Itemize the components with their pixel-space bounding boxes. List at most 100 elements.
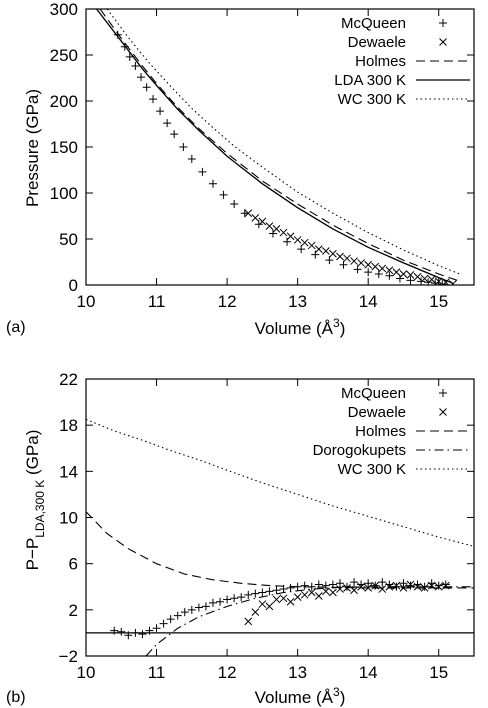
panel-a-x-axis-label: Volume (Å3) [255,316,346,338]
panel-a-mcqueen-point [268,229,277,238]
panel-a-x-tick-label: 14 [359,292,378,311]
panel-a-dewaele-point [406,271,415,279]
panel-a-dewaele-point [343,254,351,263]
panel-b-mcqueen-point [244,590,253,599]
panel-b-mcqueen-point [335,579,344,588]
panel-b-x-tick-label: 14 [359,663,378,682]
panel-a-dewaele-point [427,275,436,284]
panel-a-mcqueen-point [219,190,228,199]
panel-b-dewaele-point [251,608,260,616]
panel-a-y-tick-label: 150 [50,138,78,157]
panel-b-y-tick-label: 10 [59,509,78,528]
panel-b-mcqueen-point [194,603,203,612]
panel-b-y-tick-label: 22 [59,370,78,389]
panel-a-dewaele-point [385,266,394,275]
panel-a-mcqueen-point [179,143,188,151]
panel-b-mcqueen-point [201,602,210,611]
panel-b-mcqueen-point [159,619,168,628]
panel-a-mcqueen-point [131,62,140,71]
panel-b-dewaele-point [300,590,309,599]
panel-a-dewaele-point [392,268,401,276]
panel-b-mcqueen-point [230,594,239,603]
panel-a-x-tick-label: 12 [218,292,237,311]
panel-b-legend-label-holmes: Holmes [355,423,406,440]
panel-b-x-tick-label: 11 [148,663,166,682]
panel-a-y-tick-label: 200 [50,92,78,111]
panel-a-legend-symbol-dewaele [439,38,447,46]
panel-a-mcqueen-point [339,260,348,269]
panel-a-mcqueen-point [297,245,306,254]
panel-a-dewaele-point [314,245,323,253]
panel-a-label: (a) [6,319,26,336]
panel-b-mcqueen-point [180,608,189,617]
panel-b-legend: McQueen Dewaele Holmes Dorogokupets WC 300 K [313,385,470,478]
panel-b-dewaele-point [279,594,288,603]
panel-b-mcqueen-point [187,605,196,614]
panel-a-plot-area [96,9,461,285]
panel-b-legend-label-mcqueen: McQueen [341,385,406,402]
panel-a-mcqueen-point [353,265,362,274]
panel-b-x-tick-label: 12 [218,663,237,682]
panel-a-dewaele-point [336,252,344,261]
panel-a-mcqueen-point [187,154,196,163]
panel-a-dewaele-point [244,209,253,218]
panel-b-mcqueen-point [237,593,246,602]
panel-b-plot-frame [85,378,475,657]
panel-a-series-mcqueen [113,30,447,285]
panel-b-dewaele-point [420,584,429,592]
panel-b-dewaele-point [244,617,253,626]
panel-b-dewaele-point [378,585,387,593]
panel-a-dewaele-point [293,236,302,244]
panel-b-dewaele-point [293,593,302,601]
panel-a-mcqueen-point [230,200,239,209]
panel-a-mcqueen-point [125,52,134,61]
panel-a-plot-frame [85,8,475,286]
panel-b-mcqueen-point [258,588,267,597]
panel-a-legend-label-lda-300-k: LDA 300 K [334,72,406,89]
panel-a-y-tick-label: 50 [59,230,78,249]
panel-b-dewaele-point [314,592,323,600]
panel-b-dewaele-point [258,600,267,608]
panel-a-x-tick-label: 11 [148,292,166,311]
panel-a-mcqueen-point [156,107,165,116]
panel-b-mcqueen-point [152,624,161,633]
panel-b-dewaele-point [357,582,365,591]
panel-b-x-axis-label: Volume (Å3) [255,685,346,707]
panel-b-mcqueen-point [265,587,274,596]
panel-b-y-tick-label: 6 [69,555,78,574]
panel-a-legend-label-mcqueen: McQueen [341,15,406,32]
panel-b-y-axis-label-sub: LDA,300 K [33,480,47,538]
panel-a-mcqueen-point [149,95,158,104]
panel-a-mcqueen-point [325,256,334,265]
panel-b-dewaele-point [413,582,422,591]
panel-a-dewaele-point [286,232,295,241]
panel-a-mcqueen-point [364,268,373,277]
panel-b-mcqueen-point [350,578,359,587]
panel-a-series-holmes-line [99,9,461,282]
panel-a-y-axis-label: Pressure (GPa) [23,89,42,207]
panel-b-mcqueen-point [166,615,175,624]
panel-b-mcqueen-point [223,595,232,604]
panel-a-x-tick-label: 10 [77,292,96,311]
panel-b-y-tick-label: 18 [59,416,78,435]
panel-a-mcqueen-point [395,274,404,283]
panel-b-y-tick-label: −2 [59,647,78,666]
panel-b-mcqueen-point [378,578,387,587]
panel-a-mcqueen-point [431,279,440,285]
panel-a-y-tick-label: 250 [50,46,78,65]
panel-b-dewaele-point [286,597,295,606]
panel-a-y-tick-label: 100 [50,184,78,203]
panel-a-series-wc-300-k-line [106,9,461,275]
panel-b-dewaele-point [307,588,316,597]
panel-b-dewaele-point [265,602,274,611]
panel-b-x-tick-label: 13 [288,663,307,682]
panel-a-y-tick-label: 0 [69,276,78,295]
panel-b-dewaele-point [322,587,330,596]
panel-a-dewaele-point [371,262,380,271]
panel-a-mcqueen-point [142,83,151,92]
panel-b-mcqueen-point [300,581,309,590]
panel-b-legend-label-wc-300-k: WC 300 K [338,461,406,478]
panel-a-dewaele-point [413,272,422,281]
panel-a-mcqueen-point [374,269,383,278]
